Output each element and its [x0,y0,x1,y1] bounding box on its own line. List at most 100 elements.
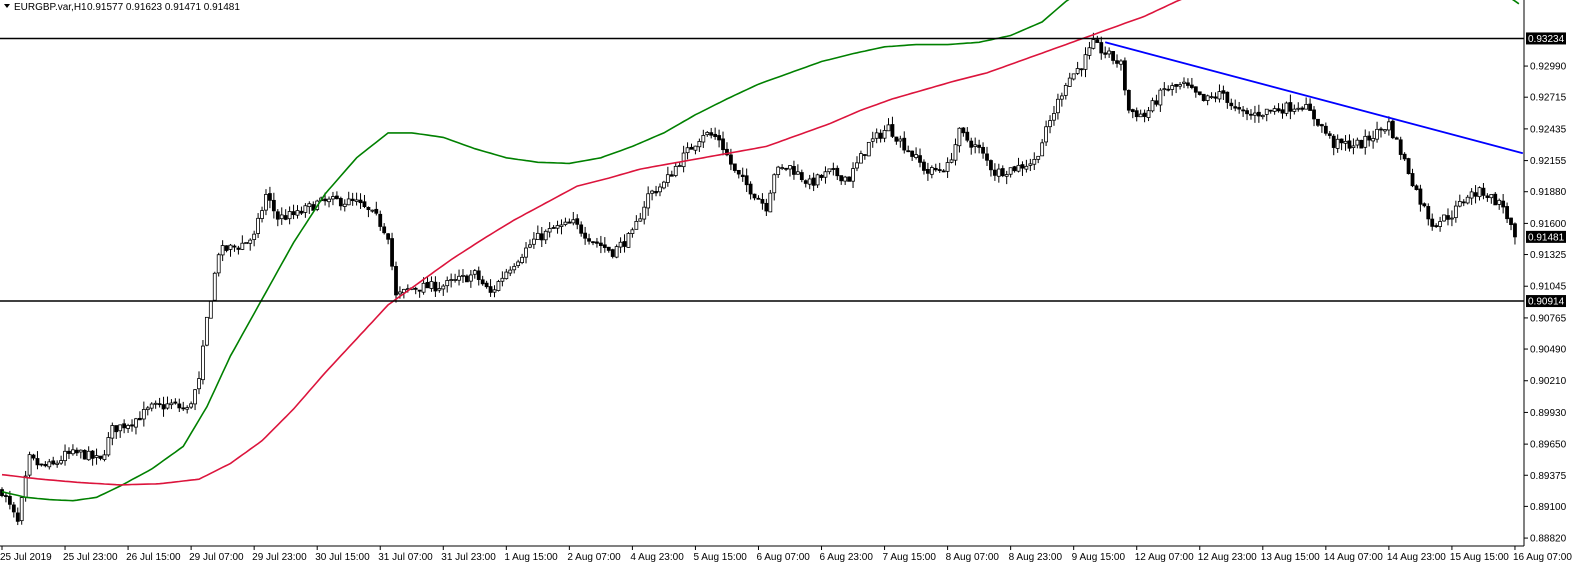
candle-body [1327,133,1332,136]
candle-body [264,194,268,211]
candle [1233,99,1238,112]
candle [1383,129,1387,135]
candle-body [98,455,103,459]
candle [137,411,142,421]
candle-body [1213,96,1218,99]
candle-body [1363,135,1368,148]
candle [1339,138,1344,151]
candle-body [870,138,875,142]
candle-body [378,213,383,227]
candle-body [1367,135,1372,141]
candle-body [1020,164,1025,169]
candle-body [358,199,363,204]
candle [922,159,926,175]
candle [358,193,363,209]
candle [492,285,497,298]
candle [31,453,36,461]
candle [689,143,694,150]
candle-body [43,464,48,467]
candle-body [1059,95,1064,100]
candle-body [437,288,442,291]
candle-body [476,270,481,280]
candle [1241,105,1245,117]
candle-body [1099,42,1104,54]
candle [638,212,643,222]
dropdown-triangle-icon[interactable] [4,4,10,8]
candle [555,220,560,234]
candle [713,127,718,140]
candle [1335,134,1340,153]
candle [910,150,915,161]
candle-body [1221,90,1226,94]
candle [941,169,946,173]
candle [878,129,883,143]
candle [236,245,241,255]
candle [1036,155,1041,164]
candle-body [1446,215,1450,220]
candle [461,269,465,283]
candle-body [1434,225,1439,228]
candle [417,289,422,298]
candle-body [827,168,832,173]
candle [441,284,446,296]
candle [1079,68,1084,77]
candle [1284,101,1289,117]
candle-body [398,291,402,295]
candle [618,237,623,254]
candle [981,142,985,159]
candle-body [480,279,485,285]
candle [1000,165,1005,178]
candle [1032,152,1037,171]
candle [118,424,123,438]
candle-body [1052,113,1056,121]
candle [744,168,749,192]
candle [500,271,505,287]
candle-body [610,249,615,257]
time-tick-label: 8 Aug 23:00 [1009,552,1063,563]
candle-body [1335,138,1340,149]
time-tick-label: 15 Aug 15:00 [1450,552,1509,563]
candle-body [181,407,186,410]
candle [1162,82,1167,97]
price-tick-label: 0.89100 [1530,502,1567,513]
candle-body [1166,88,1171,91]
candle-body [1111,51,1115,61]
candle-body [910,150,915,157]
candle-body [334,195,339,200]
candle-body [1414,185,1419,190]
candle-body [748,183,753,195]
candle [949,152,954,164]
candle-body [177,403,182,409]
candle [1111,51,1115,65]
level-price-badge [1526,32,1566,45]
candle [528,239,532,249]
candle [1410,168,1415,188]
candle-body [7,495,12,505]
candle-body [630,229,635,234]
candle [145,405,150,416]
moving-average-fast [1,0,1520,502]
candle [697,138,702,152]
candle [622,234,627,253]
candle [929,165,934,179]
candle [362,194,367,209]
candle [969,137,974,155]
candle-body [539,233,544,241]
candle-body [90,450,95,459]
candle-body [386,233,391,240]
candle-body [1229,102,1234,107]
candle-body [4,495,8,497]
candle [488,279,493,297]
candle-body [669,174,674,177]
time-tick-label: 2 Aug 07:00 [567,552,621,563]
moving-average-slow [1,0,1182,486]
candle-body [31,454,36,459]
candle [1418,184,1423,212]
candle-body [528,244,532,248]
candle-body [390,238,394,267]
plot-area[interactable] [0,32,1517,526]
candle [1095,35,1100,43]
candle [772,173,777,201]
trendline[interactable] [1104,41,1524,155]
